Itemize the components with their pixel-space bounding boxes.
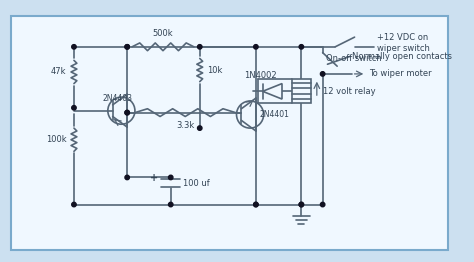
Text: On-off switch: On-off switch [326,54,381,63]
Text: 500k: 500k [153,29,173,38]
Circle shape [72,106,76,110]
Circle shape [254,202,258,207]
Circle shape [168,202,173,207]
Circle shape [299,45,303,49]
Text: To wiper moter: To wiper moter [369,69,432,78]
Text: 47k: 47k [51,68,66,77]
Circle shape [299,202,303,207]
Circle shape [125,45,129,49]
Text: 2N4403: 2N4403 [103,94,133,103]
Circle shape [125,110,129,115]
Circle shape [125,175,129,180]
Text: 100 uf: 100 uf [183,179,210,188]
Circle shape [168,175,173,180]
Text: +: + [150,173,158,183]
Text: +12 VDC on
wiper switch: +12 VDC on wiper switch [377,33,430,53]
Text: 12 volt relay: 12 volt relay [323,87,375,96]
Circle shape [72,45,76,49]
Circle shape [72,202,76,207]
Circle shape [320,72,325,76]
Circle shape [299,202,303,207]
Text: 3.3k: 3.3k [176,121,194,130]
Polygon shape [263,84,282,99]
Text: 10k: 10k [208,66,223,75]
Circle shape [254,202,258,207]
Circle shape [254,45,258,49]
Circle shape [320,202,325,207]
Text: Normally open contacts: Normally open contacts [352,52,452,61]
FancyBboxPatch shape [11,16,448,250]
Circle shape [125,45,129,49]
Circle shape [198,126,202,130]
Text: 100k: 100k [46,135,66,144]
Circle shape [125,110,129,115]
FancyBboxPatch shape [292,79,311,103]
Text: 1N4002: 1N4002 [245,71,277,80]
Circle shape [198,45,202,49]
Text: 2N4401: 2N4401 [260,110,290,119]
